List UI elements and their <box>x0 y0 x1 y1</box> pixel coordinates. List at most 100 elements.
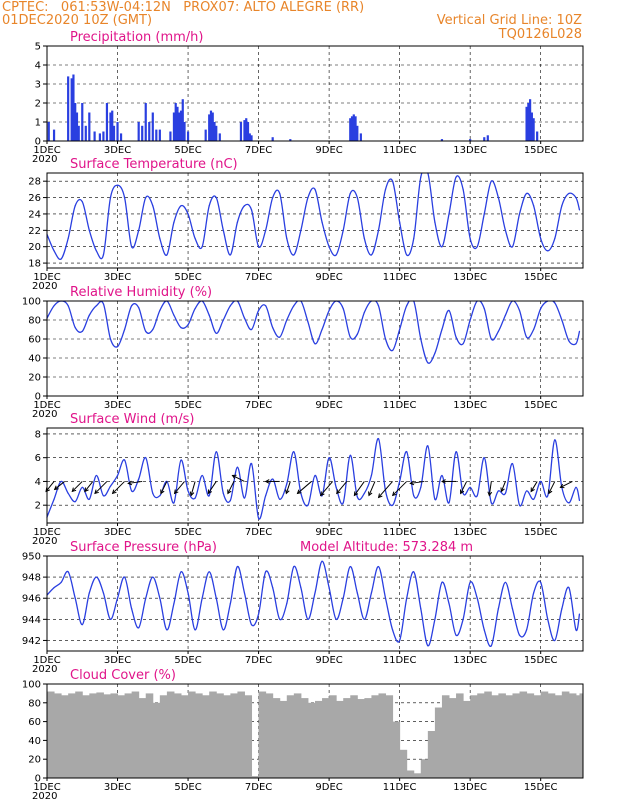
data-point <box>335 486 337 488</box>
cloud-bar <box>512 693 521 778</box>
y-tick-label: 100 <box>22 297 41 308</box>
cloud-bar <box>173 693 182 778</box>
wind-arrow <box>94 481 108 494</box>
data-point <box>131 608 133 610</box>
data-point <box>152 328 154 331</box>
data-point <box>250 328 253 331</box>
cloud-bar <box>519 691 528 778</box>
data-point <box>448 502 450 504</box>
cloud-bar <box>159 695 168 778</box>
x-tick-label: 15DEC <box>524 655 558 666</box>
data-point <box>483 213 485 215</box>
precip-bar <box>102 131 105 141</box>
wind-arrow <box>227 481 235 494</box>
panel-frame <box>46 45 584 142</box>
cloud-bar <box>110 693 119 778</box>
wind-arrowhead <box>409 480 415 486</box>
y-tick-label: 950 <box>22 552 41 563</box>
data-point <box>307 196 309 199</box>
cloud-bar <box>526 693 535 778</box>
y-tick-label: 80 <box>28 698 41 709</box>
cloud-bar <box>103 694 111 778</box>
data-point <box>490 338 492 340</box>
data-point <box>123 576 126 578</box>
data-point <box>476 495 478 497</box>
data-point <box>321 328 323 331</box>
data-point <box>243 592 246 594</box>
data-point <box>180 205 182 207</box>
data-point <box>208 205 210 207</box>
data-point <box>159 309 161 312</box>
data-point <box>166 629 168 631</box>
data-point <box>279 618 281 620</box>
data-point <box>554 439 556 441</box>
precip-bar <box>52 129 56 141</box>
data-point <box>377 565 380 568</box>
y-tick-label: 0 <box>35 774 41 785</box>
cloud-bar <box>202 695 210 778</box>
precip-bar <box>530 112 533 141</box>
cloud-bar <box>385 695 394 778</box>
data-point <box>229 305 231 307</box>
data-point <box>399 639 401 642</box>
x-tick-label: 7DEC <box>245 527 272 538</box>
data-point <box>95 305 97 307</box>
wind-arrowhead <box>296 489 302 495</box>
data-point <box>60 581 62 583</box>
data-point <box>208 314 210 316</box>
precip-bar <box>211 112 214 141</box>
precip-bar <box>111 110 114 141</box>
data-point <box>533 592 535 594</box>
precip-bar <box>532 118 535 141</box>
data-point <box>159 237 161 240</box>
cloud-bar <box>364 698 372 778</box>
data-point <box>131 305 133 307</box>
wind-arrowhead <box>336 489 341 495</box>
wind-arrow <box>112 481 125 494</box>
cloud-bar <box>434 707 443 778</box>
wind-arrowhead <box>487 491 493 497</box>
x-tick-label: 7DEC <box>245 782 272 793</box>
precip-bar <box>271 137 274 141</box>
cloud-bar <box>300 698 309 778</box>
panel-6: 0 20 40 60 80 100 1DEC 3DEC 5DEC 7DEC 9DEC 11DEC 13D… <box>22 668 584 800</box>
data-point <box>194 308 196 310</box>
data-point <box>74 597 76 599</box>
data-point <box>81 201 83 203</box>
cloud-bar <box>568 693 577 778</box>
series-line <box>47 560 581 648</box>
data-point <box>490 502 492 504</box>
x-tick-label: 11DEC <box>383 400 417 411</box>
x-tick-label: 15DEC <box>524 527 558 538</box>
precip-bar <box>119 133 123 141</box>
data-point <box>145 597 147 599</box>
x-tick-label: 11DEC <box>383 527 417 538</box>
data-point <box>462 492 464 494</box>
data-point <box>201 597 203 599</box>
y-tick-label: 24 <box>28 209 41 220</box>
data-point <box>88 498 90 500</box>
wind-arrowhead <box>160 489 165 495</box>
data-point <box>145 457 147 459</box>
header-grid-note: Vertical Grid Line: 10Z <box>436 13 582 28</box>
data-point <box>307 321 309 323</box>
y-tick-label: 2 <box>35 501 41 512</box>
data-point <box>399 221 401 223</box>
data-point <box>293 305 295 307</box>
data-point <box>138 627 140 629</box>
precip-bar <box>179 110 183 141</box>
cloud-bar <box>413 773 422 778</box>
panel-frame <box>46 300 584 397</box>
data-point <box>222 629 224 631</box>
data-point <box>413 495 415 497</box>
x-tick-label: 1DEC <box>33 400 60 411</box>
data-point <box>194 629 196 631</box>
data-point <box>102 254 105 256</box>
panel-frame <box>46 172 584 269</box>
data-point <box>321 221 323 223</box>
x-tick-label: 11DEC <box>383 272 417 283</box>
precip-bar <box>88 112 91 141</box>
precip-bar <box>213 122 216 141</box>
wind-arrow <box>190 481 196 496</box>
wind-arrow <box>392 481 408 496</box>
